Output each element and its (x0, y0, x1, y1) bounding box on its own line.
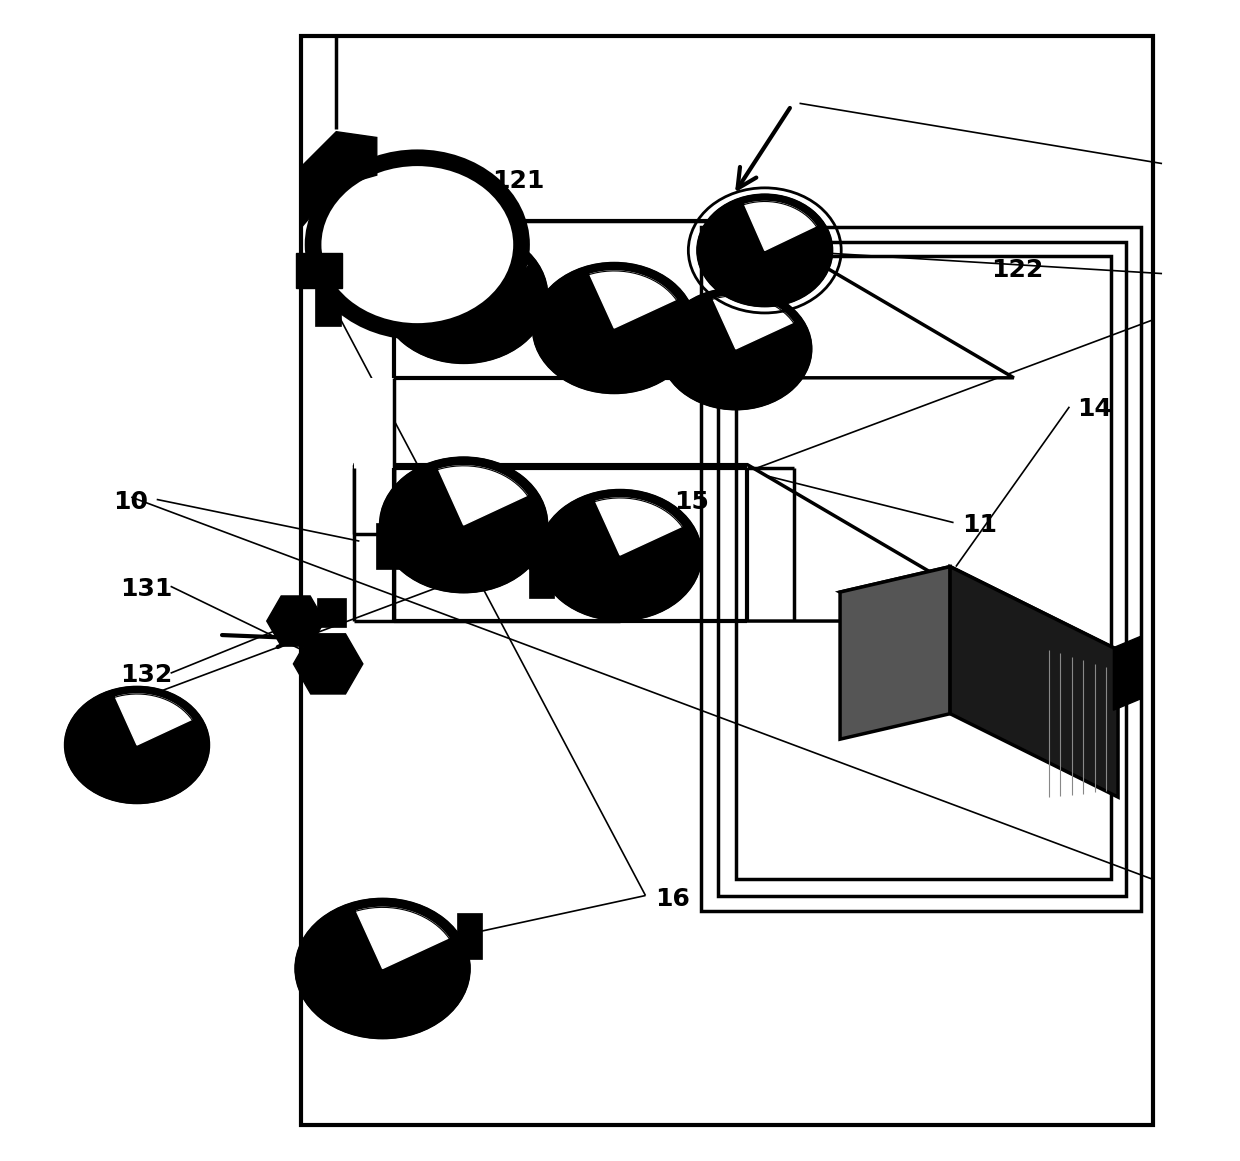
Bar (376, 522, 401, 569)
Ellipse shape (661, 289, 811, 409)
Polygon shape (301, 131, 377, 228)
Bar (735, 257, 1111, 879)
Text: 11: 11 (962, 513, 997, 536)
Ellipse shape (381, 229, 547, 362)
Polygon shape (439, 466, 527, 525)
Bar (528, 551, 554, 598)
Polygon shape (267, 596, 325, 647)
Polygon shape (839, 567, 1118, 676)
Ellipse shape (295, 899, 470, 1038)
Bar (701, 228, 1141, 910)
Polygon shape (295, 253, 342, 288)
Polygon shape (115, 694, 192, 745)
Text: 14: 14 (1078, 397, 1112, 421)
Ellipse shape (698, 195, 832, 307)
Text: 122: 122 (991, 258, 1043, 282)
Text: 15: 15 (675, 490, 709, 513)
Bar (456, 913, 482, 959)
Ellipse shape (66, 687, 208, 803)
Text: 131: 131 (119, 577, 172, 600)
Polygon shape (294, 634, 363, 694)
Polygon shape (590, 271, 676, 329)
Polygon shape (353, 464, 1014, 621)
Polygon shape (713, 296, 794, 348)
Bar (353, 377, 394, 534)
Bar (301, 36, 1153, 1125)
Bar (315, 280, 341, 326)
Bar (316, 598, 346, 627)
Text: 16: 16 (655, 887, 689, 911)
Ellipse shape (381, 457, 547, 592)
Polygon shape (595, 498, 682, 555)
Polygon shape (839, 567, 950, 740)
Ellipse shape (533, 264, 696, 392)
Polygon shape (744, 202, 816, 251)
Text: 10: 10 (113, 490, 148, 513)
Bar (718, 243, 1126, 895)
Ellipse shape (312, 158, 522, 332)
Text: 121: 121 (492, 168, 544, 193)
Polygon shape (1114, 636, 1141, 711)
Text: 132: 132 (119, 663, 172, 687)
Polygon shape (353, 222, 1014, 377)
Polygon shape (950, 567, 1118, 798)
Polygon shape (439, 237, 527, 296)
Polygon shape (356, 908, 449, 968)
Ellipse shape (539, 490, 701, 620)
